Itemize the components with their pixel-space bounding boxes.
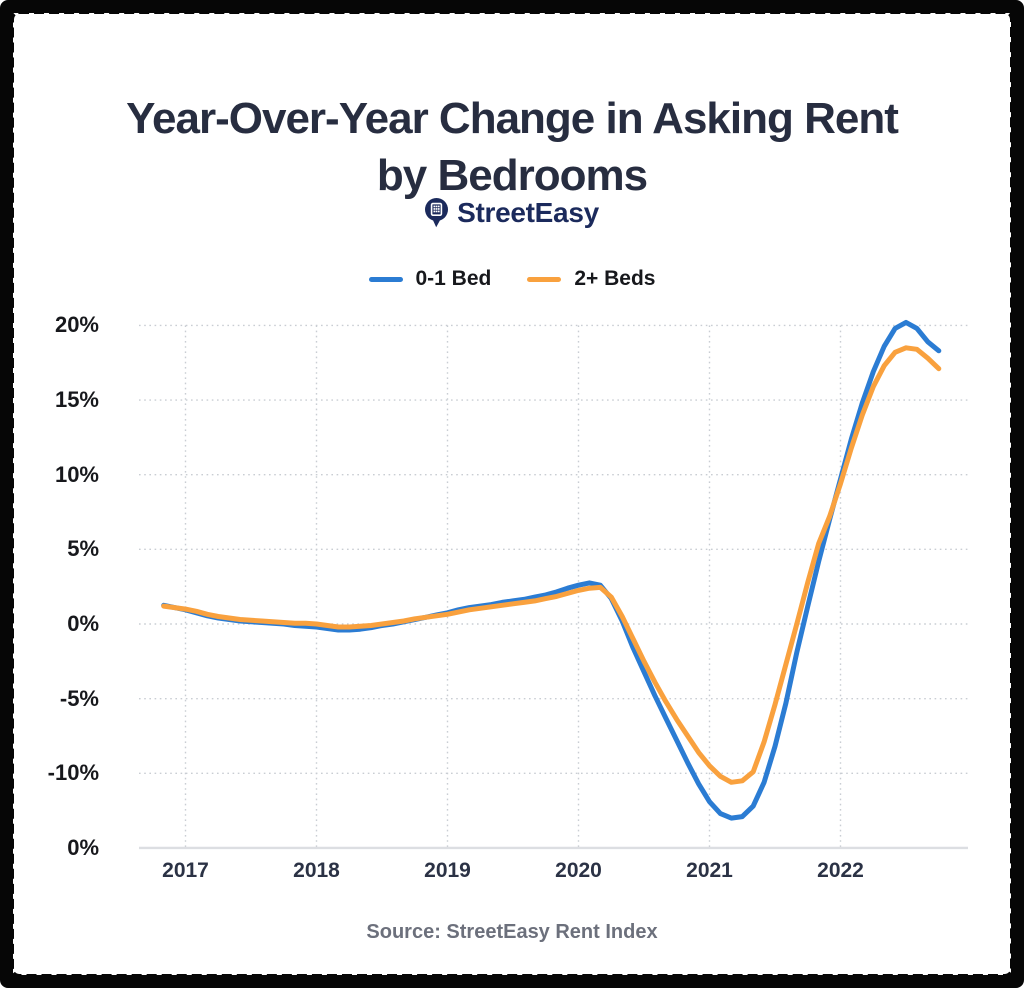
chart-canvas	[139, 319, 968, 850]
legend-label-0-1-bed: 0-1 Bed	[415, 267, 492, 290]
chart-title-line-2: by Bedrooms	[376, 151, 648, 201]
series-line-2-beds	[161, 345, 942, 785]
series-line-0-1-bed	[161, 319, 942, 821]
legend-item-2plus-beds: 2+ Beds	[527, 267, 656, 291]
chart-title-line-1: Year-Over-Year Change in Asking Rent	[126, 94, 899, 144]
legend-swatch-2plus-beds	[527, 276, 562, 282]
legend-swatch-0-1-bed	[368, 276, 403, 282]
chart-legend: 0-1 Bed 2+ Beds	[13, 267, 1011, 291]
legend-item-0-1-bed: 0-1 Bed	[368, 267, 492, 291]
streeteasy-bubble-building-icon	[425, 198, 449, 228]
legend-label-2plus-beds: 2+ Beds	[574, 267, 656, 290]
source-caption: Source: StreetEasy Rent Index	[366, 921, 658, 943]
chart-title: Year-Over-Year Change in Asking Rent by …	[13, 90, 1011, 204]
streeteasy-logo: StreetEasy	[13, 197, 1011, 229]
streeteasy-wordmark: StreetEasy	[457, 197, 599, 228]
